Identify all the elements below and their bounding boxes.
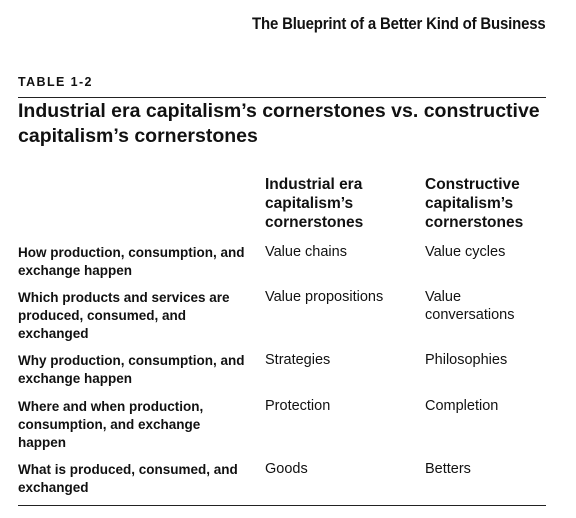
- column-header-constructive: Constructive capitalism’s cornerstones: [425, 176, 524, 231]
- row-industrial-which: Value propositions: [265, 289, 384, 305]
- row-label-what: What is produced, consumed, and exchange…: [18, 462, 238, 495]
- row-constructive-how: Value cycles: [425, 244, 506, 260]
- table-top-rule: [18, 97, 546, 98]
- row-industrial-where: Protection: [265, 398, 331, 414]
- table-label: TABLE 1-2: [18, 75, 93, 89]
- row-industrial-what: Goods: [265, 461, 308, 477]
- row-constructive-why: Philosophies: [425, 352, 508, 368]
- row-constructive-where: Completion: [425, 398, 499, 414]
- row-label-how: How production, consumption, and exchang…: [18, 245, 245, 278]
- row-label-where: Where and when production, consumption, …: [18, 399, 204, 450]
- row-label-which: Which products and services are produced…: [18, 290, 230, 341]
- row-industrial-why: Strategies: [265, 352, 331, 368]
- row-constructive-what: Betters: [425, 461, 471, 477]
- table-bottom-rule: [18, 505, 546, 506]
- column-header-industrial: Industrial era capitalism’s cornerstones: [265, 176, 364, 231]
- row-label-why: Why production, consumption, and exchang…: [18, 353, 245, 386]
- table-title: Industrial era capitalism’s cornerstones…: [18, 100, 540, 147]
- row-constructive-which: Value conversations: [425, 289, 515, 323]
- running-head: The Blueprint of a Better Kind of Busine…: [252, 14, 546, 33]
- row-industrial-how: Value chains: [265, 244, 347, 260]
